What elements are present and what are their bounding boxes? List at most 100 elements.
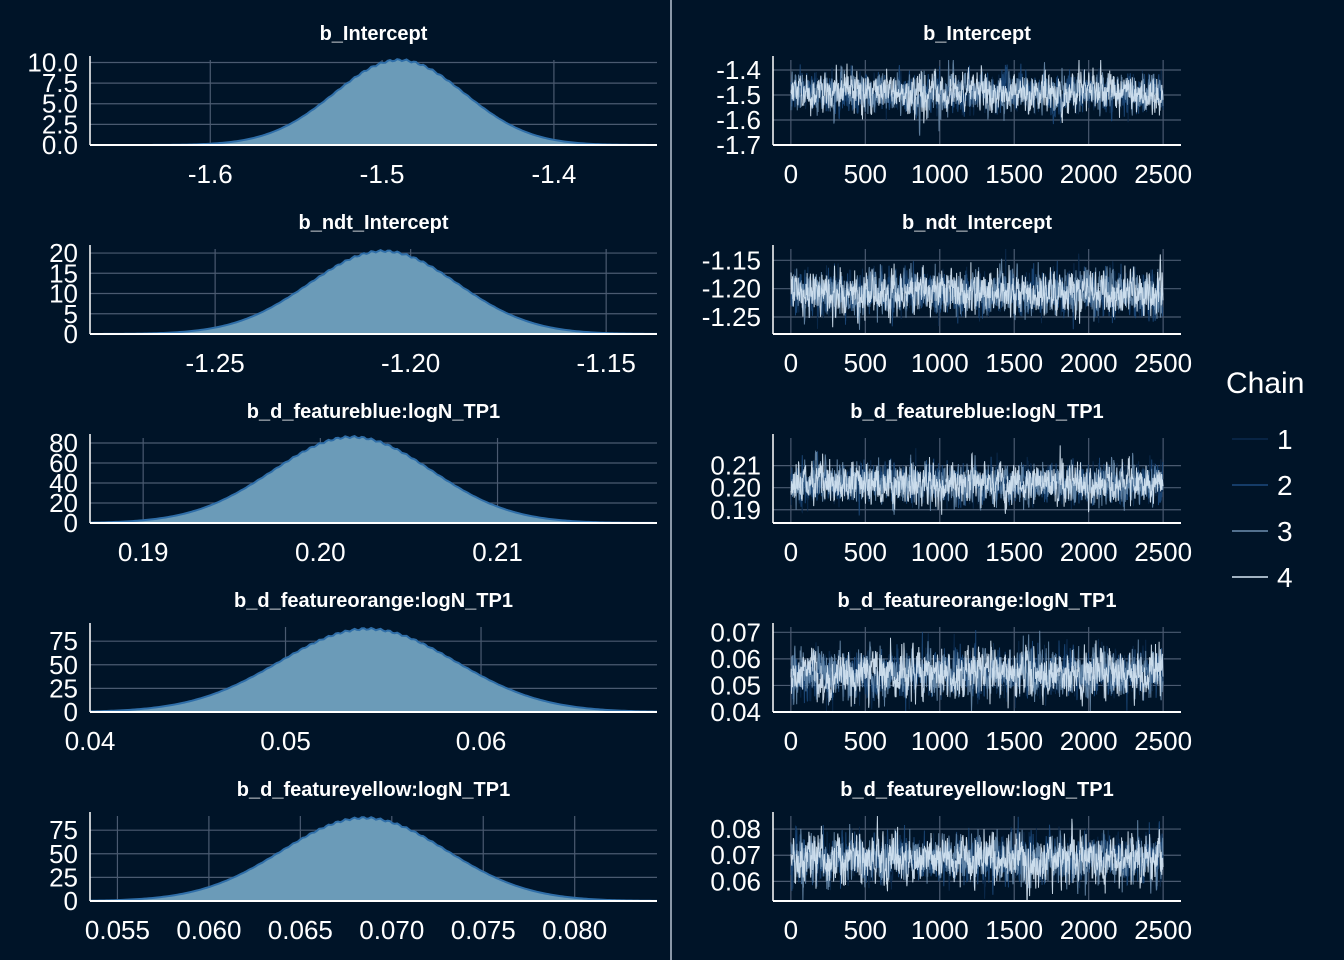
y-tick-label: 0.0: [42, 130, 78, 160]
x-tick-label: 1000: [911, 537, 969, 567]
legend-label-2: 2: [1277, 470, 1293, 501]
y-tick-label: 25: [49, 862, 78, 892]
trace-panel-5: b_d_featureyellow:logN_TP1 0.060.070.08 0 5…: [710, 779, 1192, 945]
y-tick-label: 75: [49, 815, 78, 845]
y-tick-label: 50: [49, 839, 78, 869]
x-tick-label: 500: [844, 726, 887, 756]
y-tick-label: 10: [49, 279, 78, 309]
x-tick-label: 0.21: [472, 537, 523, 567]
x-tick-label: 2000: [1060, 348, 1118, 378]
x-tick-label: 0.055: [85, 915, 150, 945]
trace-chain-4: [790, 59, 1164, 124]
y-tick-label: 50: [49, 650, 78, 680]
x-tick-label: 2500: [1134, 348, 1192, 378]
trace-panel-3: b_d_featureblue:logN_TP1 0.190.200.21 0 500…: [710, 401, 1192, 567]
panel-title: b_d_featureyellow:logN_TP1: [237, 779, 510, 801]
x-tick-label: 0.070: [359, 915, 424, 945]
trace-panel-1: b_Intercept -1.7-1.6-1.5-1.4 0 500 1000 1500 2…: [716, 23, 1192, 189]
y-tick-label: 0.06: [710, 866, 761, 896]
y-tick-label: 10.0: [27, 47, 78, 77]
y-tick-label: 80: [49, 428, 78, 458]
x-tick-label: 1500: [985, 537, 1043, 567]
density-line: [89, 434, 657, 524]
y-tick-label: 0.19: [710, 495, 761, 525]
panel-title: b_Intercept: [923, 23, 1031, 45]
x-tick-label: 0.06: [456, 726, 507, 756]
x-tick-label: 2500: [1134, 537, 1192, 567]
y-tick-label: 25: [49, 673, 78, 703]
panel-title: b_ndt_Intercept: [902, 212, 1052, 234]
y-tick-label: -1.25: [702, 302, 761, 332]
y-tick-label: 40: [49, 468, 78, 498]
x-tick-label: 500: [844, 915, 887, 945]
x-tick-label: -1.20: [381, 348, 440, 378]
legend-label-1: 1: [1277, 424, 1293, 455]
x-tick-label: 2000: [1060, 726, 1118, 756]
x-tick-label: 0: [784, 915, 798, 945]
x-tick-label: 0: [784, 159, 798, 189]
x-tick-label: 1500: [985, 915, 1043, 945]
x-tick-label: 2500: [1134, 915, 1192, 945]
trace-panel-2: b_ndt_Intercept -1.25-1.20-1.15 0 500 1000 15…: [702, 212, 1192, 378]
x-tick-label: 500: [844, 348, 887, 378]
density-line: [89, 626, 658, 713]
y-tick-label: 0.07: [710, 617, 761, 647]
x-tick-label: 2000: [1060, 915, 1118, 945]
y-tick-label: 5.0: [42, 89, 78, 119]
x-tick-label: 0: [784, 348, 798, 378]
y-tick-label: 2.5: [42, 109, 78, 139]
panel-title: b_ndt_Intercept: [298, 212, 448, 234]
x-tick-label: 0.04: [65, 726, 116, 756]
density-area: [90, 817, 657, 901]
y-tick-label: -1.15: [702, 245, 761, 275]
y-tick-label: 0.07: [710, 840, 761, 870]
x-tick-label: 2000: [1060, 159, 1118, 189]
x-tick-label: 0: [784, 726, 798, 756]
x-tick-label: 2000: [1060, 537, 1118, 567]
x-tick-label: 1500: [985, 159, 1043, 189]
y-tick-label: -1.7: [716, 130, 761, 160]
x-tick-label: -1.15: [577, 348, 636, 378]
x-tick-label: 0: [784, 537, 798, 567]
x-tick-label: 1000: [911, 348, 969, 378]
x-tick-label: -1.25: [185, 348, 244, 378]
x-tick-label: -1.6: [188, 159, 233, 189]
x-tick-label: 1500: [985, 726, 1043, 756]
x-tick-label: 0.060: [176, 915, 241, 945]
y-tick-label: 0.06: [710, 644, 761, 674]
x-tick-label: 0.19: [118, 537, 169, 567]
y-tick-label: -1.5: [716, 80, 761, 110]
y-tick-label: 20: [49, 488, 78, 518]
panel-title: b_d_featureyellow:logN_TP1: [840, 779, 1113, 801]
x-tick-label: 0.080: [542, 915, 607, 945]
x-tick-label: 2500: [1134, 726, 1192, 756]
panel-title: b_Intercept: [320, 23, 428, 45]
y-tick-label: 15: [49, 258, 78, 288]
panel-title: b_d_featureorange:logN_TP1: [838, 590, 1117, 612]
x-tick-label: -1.4: [532, 159, 577, 189]
trace-chain-4: [790, 254, 1164, 328]
legend-label-3: 3: [1277, 516, 1293, 547]
x-tick-label: 1000: [911, 159, 969, 189]
x-tick-label: 2500: [1134, 159, 1192, 189]
trace-chain-4: [790, 445, 1164, 515]
y-tick-label: 0.21: [710, 451, 761, 481]
y-tick-label: 20: [49, 238, 78, 268]
x-tick-label: 0.05: [260, 726, 311, 756]
panel-title: b_d_featureblue:logN_TP1: [850, 401, 1103, 423]
trace-chain-4: [790, 637, 1164, 709]
x-tick-label: 500: [844, 537, 887, 567]
y-tick-label: -1.6: [716, 105, 761, 135]
chain-legend: Chain 1 2 3 4: [1226, 367, 1304, 593]
y-tick-label: 0.08: [710, 814, 761, 844]
x-tick-label: 0.075: [451, 915, 516, 945]
y-tick-label: -1.4: [716, 55, 761, 85]
density-area: [90, 436, 657, 523]
y-tick-label: 0: [64, 886, 78, 916]
